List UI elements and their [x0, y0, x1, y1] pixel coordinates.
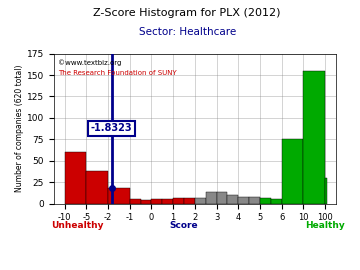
Bar — [260, 198, 271, 204]
Text: Score: Score — [170, 221, 198, 229]
Bar — [152, 199, 162, 204]
Bar — [162, 199, 173, 204]
Bar — [206, 191, 216, 204]
Bar — [140, 200, 152, 204]
Text: The Research Foundation of SUNY: The Research Foundation of SUNY — [58, 70, 177, 76]
Y-axis label: Number of companies (620 total): Number of companies (620 total) — [15, 65, 24, 192]
Bar — [228, 195, 238, 204]
Bar — [173, 198, 184, 204]
Text: Healthy: Healthy — [305, 221, 345, 229]
Bar — [238, 197, 249, 204]
Bar — [303, 71, 325, 204]
Text: Z-Score Histogram for PLX (2012): Z-Score Histogram for PLX (2012) — [94, 8, 281, 18]
Bar — [216, 191, 228, 204]
Bar — [271, 199, 282, 204]
Bar — [86, 171, 108, 204]
Bar — [64, 152, 86, 204]
Bar — [282, 139, 303, 204]
Text: Unhealthy: Unhealthy — [51, 221, 104, 229]
Bar — [108, 188, 130, 204]
Text: -1.8323: -1.8323 — [91, 123, 132, 133]
Text: ©www.textbiz.org: ©www.textbiz.org — [58, 60, 121, 66]
Bar — [130, 199, 140, 204]
Bar — [249, 197, 260, 204]
Bar — [325, 178, 327, 204]
Bar — [195, 198, 206, 204]
Text: Sector: Healthcare: Sector: Healthcare — [139, 27, 236, 37]
Bar — [184, 198, 195, 204]
